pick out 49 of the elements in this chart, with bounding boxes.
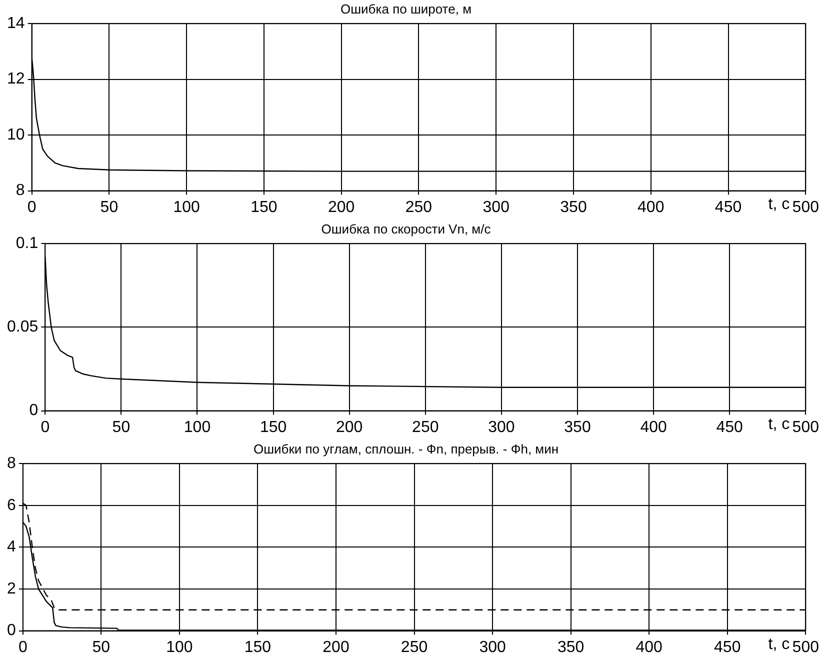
x-tick-label: 500 xyxy=(792,198,820,216)
x-axis-title: t, c xyxy=(768,196,790,214)
x-tick-label: 50 xyxy=(100,198,118,216)
chart-title: Ошибка по широте, м xyxy=(340,1,472,16)
x-tick-label: 350 xyxy=(564,418,591,436)
x-tick-label: 100 xyxy=(173,198,200,216)
y-tick-label: 0 xyxy=(6,622,16,640)
x-tick-label: 100 xyxy=(166,638,193,656)
x-tick-label: 100 xyxy=(184,418,211,436)
x-tick-label: 500 xyxy=(792,638,820,656)
x-tick-label: 300 xyxy=(482,198,510,216)
chart-title: Ошибка по скорости Vn, м/с xyxy=(321,221,492,236)
x-tick-label: 150 xyxy=(260,418,287,436)
x-axis-title: t, c xyxy=(768,636,790,654)
x-tick-label: 250 xyxy=(412,418,439,436)
x-tick-label: 50 xyxy=(92,638,110,656)
x-tick-label: 200 xyxy=(336,418,363,436)
y-tick-label: 0.05 xyxy=(7,318,38,336)
y-tick-label: 14 xyxy=(7,15,25,32)
y-tick-label: 6 xyxy=(6,496,16,514)
x-tick-label: 250 xyxy=(400,638,428,656)
x-tick-label: 500 xyxy=(792,418,820,436)
y-tick-label: 12 xyxy=(7,70,25,88)
y-tick-label: 8 xyxy=(6,455,16,472)
x-tick-label: 200 xyxy=(322,638,350,656)
x-tick-label: 400 xyxy=(636,638,663,656)
x-tick-label: 250 xyxy=(405,198,432,216)
x-tick-label: 400 xyxy=(638,198,664,216)
x-tick-label: 150 xyxy=(244,638,272,656)
y-tick-label: 10 xyxy=(7,126,25,144)
y-tick-label: 0 xyxy=(29,402,38,420)
x-tick-label: 150 xyxy=(250,198,278,216)
y-tick-label: 4 xyxy=(6,538,16,556)
x-tick-label: 0 xyxy=(40,418,50,436)
x-tick-label: 50 xyxy=(112,418,130,436)
y-tick-label: 0.1 xyxy=(16,235,38,252)
y-tick-label: 8 xyxy=(16,182,25,200)
x-tick-label: 350 xyxy=(557,638,584,656)
x-tick-label: 350 xyxy=(560,198,587,216)
x-tick-label: 450 xyxy=(716,418,744,436)
x-tick-label: 450 xyxy=(714,638,741,656)
x-tick-label: 450 xyxy=(714,198,742,216)
x-axis-title: t, c xyxy=(768,416,790,434)
x-tick-label: 300 xyxy=(479,638,506,656)
x-tick-label: 400 xyxy=(640,418,667,436)
x-tick-label: 300 xyxy=(488,418,515,436)
x-tick-label: 200 xyxy=(328,198,355,216)
y-tick-label: 2 xyxy=(6,580,16,598)
chart-title: Ошибки по углам, сплошн. - Фn, прерыв. - Фh, мин xyxy=(253,441,559,456)
